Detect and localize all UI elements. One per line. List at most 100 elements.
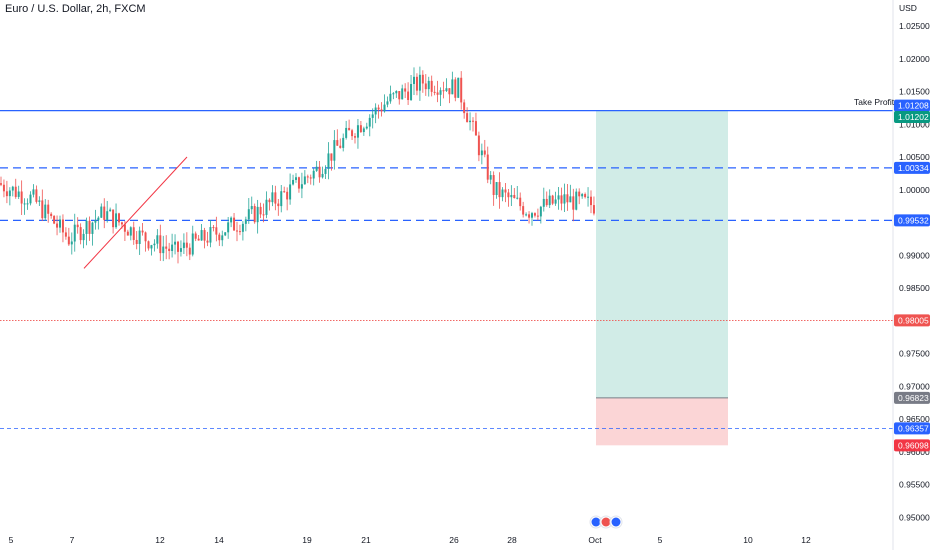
candle-body (191, 233, 194, 255)
price-badge: 1.01208 (894, 99, 930, 112)
candle-body (85, 220, 88, 234)
trend-line[interactable] (83, 156, 188, 269)
time-tick-label: 12 (801, 535, 811, 545)
price-badge-bg (894, 439, 930, 452)
candle-body (300, 184, 303, 189)
price-badge-text: 1.01208 (898, 101, 929, 111)
candle-body (188, 247, 191, 255)
candle-body (536, 215, 539, 217)
time-tick-label: 21 (361, 535, 371, 545)
candle-body (510, 194, 513, 198)
candle-body (439, 90, 442, 95)
candle-body (433, 91, 436, 93)
candle-body (528, 214, 531, 218)
candle-body (0, 183, 2, 185)
price-tick-label: 1.02500 (899, 21, 930, 31)
candle-body (11, 186, 14, 191)
candle-body (70, 241, 73, 245)
candle-body (67, 236, 70, 245)
candle-body (531, 213, 533, 218)
candle-body (14, 186, 17, 197)
candle-body (241, 223, 244, 232)
candle-body (274, 192, 277, 204)
candle-body (472, 120, 474, 122)
candle-body (581, 194, 584, 197)
profit-zone[interactable] (596, 111, 728, 398)
candle-body (474, 121, 477, 136)
price-tick-label: 1.01000 (899, 119, 930, 129)
candle-body (421, 74, 424, 84)
candle-body (17, 191, 20, 197)
price-tick-label: 0.96000 (899, 447, 930, 457)
candle-body (292, 179, 295, 185)
candle-body (91, 222, 94, 234)
chart-title: Euro / U.S. Dollar, 2h, FXCM (5, 3, 146, 15)
candle-body (359, 125, 362, 133)
candle-body (398, 91, 401, 100)
candle-body (342, 137, 345, 148)
candle-body (303, 176, 306, 185)
time-tick-label: 14 (214, 535, 224, 545)
price-badge-bg (894, 422, 930, 435)
time-tick-label: 5 (9, 535, 14, 545)
candle-body (150, 245, 153, 249)
candle-body (2, 184, 5, 192)
candle-body (386, 101, 389, 105)
candle-body (100, 206, 103, 218)
candle-body (56, 223, 59, 228)
candle-body (333, 140, 336, 161)
candle-body (315, 166, 318, 171)
candle-body (103, 206, 106, 220)
candle-body (221, 235, 224, 241)
candle-body (206, 240, 209, 243)
candle-body (430, 80, 433, 92)
candle-body (318, 166, 321, 178)
price-badge: 0.96823 (894, 391, 930, 404)
candle-body (171, 244, 174, 252)
candle-body (513, 194, 516, 199)
candle-body (129, 227, 132, 236)
price-badge-text: 0.98005 (898, 315, 929, 325)
candle-body (280, 191, 283, 207)
candle-body (174, 241, 177, 245)
candle-body (38, 200, 41, 202)
candle-body (525, 214, 528, 216)
candle-body (566, 194, 569, 203)
candle-body (118, 213, 120, 223)
candle-body (64, 232, 67, 237)
candle-body (233, 217, 236, 231)
candle-body (578, 191, 581, 197)
candle-body (460, 77, 463, 103)
candle-body (522, 206, 525, 215)
candle-body (339, 145, 342, 148)
candle-body (442, 90, 445, 92)
candle-body (368, 117, 371, 127)
candle-body (480, 150, 483, 156)
candle-body (182, 242, 185, 249)
price-tick-label: 1.02000 (899, 54, 930, 64)
candle-body (247, 209, 250, 220)
price-axis[interactable]: 1.02500 1.02000 1.01500 1.01000 1.00500 1.000… (899, 21, 930, 522)
candle-body (265, 199, 268, 215)
candle-body (354, 136, 356, 138)
candle-body (106, 211, 109, 220)
candle-body (197, 238, 200, 241)
candle-body (548, 195, 551, 206)
candle-body (29, 194, 32, 204)
candle-body (371, 114, 374, 118)
time-tick-label: 5 (658, 535, 663, 545)
candle-body (545, 198, 548, 206)
horizontal-levels[interactable] (0, 109, 893, 429)
candle-body (120, 222, 123, 225)
price-badge-bg (894, 391, 930, 404)
economic-events-icon[interactable] (589, 515, 623, 529)
candle-body (539, 206, 542, 217)
candle-body (498, 182, 501, 198)
loss-zone[interactable] (596, 397, 728, 446)
price-tick-label: 0.97000 (899, 381, 930, 391)
candle-body (41, 200, 44, 219)
candle-body (365, 126, 368, 129)
time-axis[interactable]: 5 7 12 14 19 21 26 28 Oct 5 10 12 (9, 535, 811, 545)
candle-body (445, 88, 448, 91)
